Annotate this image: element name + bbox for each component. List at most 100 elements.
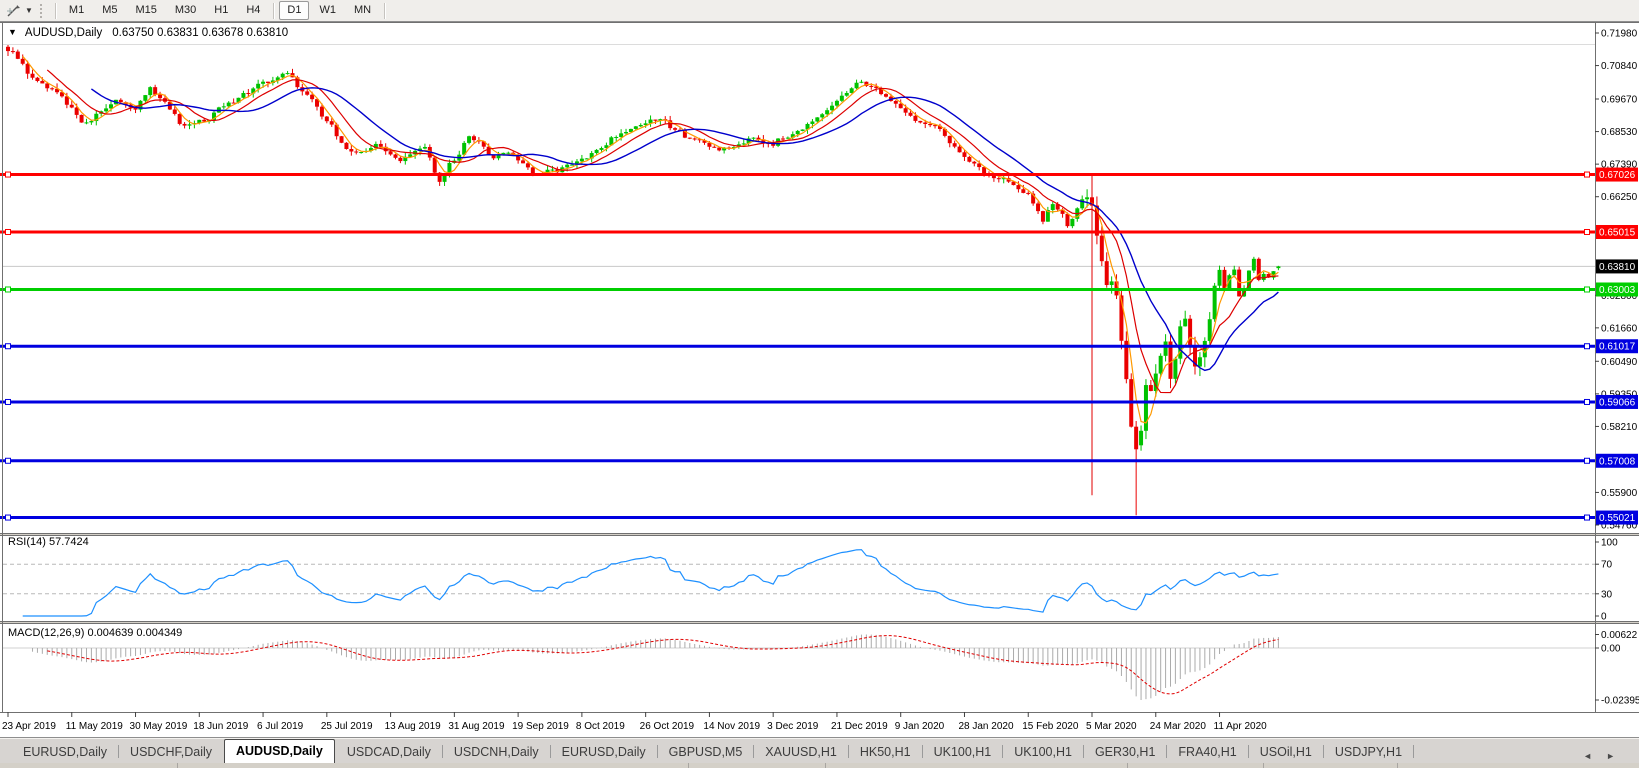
toolbar-grip (39, 3, 45, 18)
tab-separator (441, 745, 443, 758)
crosshair-cursor-icon[interactable] (4, 3, 24, 19)
tab-uk100-h1[interactable]: UK100,H1 (933, 745, 992, 759)
ma-mid-line (46, 69, 1279, 394)
chart-ohlc-values: 0.63750 0.63831 0.63678 0.63810 (112, 27, 289, 39)
tab-separator (847, 745, 849, 758)
svg-text:0.63810: 0.63810 (1599, 262, 1636, 273)
svg-text:26 Oct 2019: 26 Oct 2019 (640, 721, 695, 732)
svg-text:0.71980: 0.71980 (1601, 29, 1638, 40)
statusbar-divider (1397, 763, 1398, 768)
timeframe-button-h4[interactable]: H4 (246, 4, 261, 16)
chart-canvas[interactable]: 0.71980 0.70840 0.69670 0.68530 0.67390 0.662… (0, 22, 1639, 737)
tab-ger30-h1[interactable]: GER30,H1 (1094, 745, 1156, 759)
svg-text:3 Dec 2019: 3 Dec 2019 (767, 721, 819, 732)
chart-tab-bar: EURUSD,Daily USDCHF,Daily AUDUSD,Daily USDC… (0, 737, 1639, 763)
timeframe-button-m1[interactable]: M1 (68, 4, 85, 16)
svg-text:11 Apr 2020: 11 Apr 2020 (1214, 721, 1268, 732)
tab-usdjpy-h1[interactable]: USDJPY,H1 (1334, 745, 1403, 759)
tab-gbpusd-m5[interactable]: GBPUSD,M5 (668, 745, 743, 759)
tab-separator (1082, 745, 1084, 758)
tab-hk50-h1[interactable]: HK50,H1 (859, 745, 911, 759)
svg-text:15 Feb 2020: 15 Feb 2020 (1022, 721, 1079, 732)
svg-text:0.63003: 0.63003 (1599, 285, 1636, 296)
top-toolbar: ▼ M1 M5 M15 M30 H1 H4 D1 W1 MN (0, 0, 1639, 22)
svg-text:0.00: 0.00 (1601, 644, 1621, 655)
tab-usdcnh-daily[interactable]: USDCNH,Daily (453, 745, 539, 759)
timeframe-button-m5[interactable]: M5 (102, 4, 118, 16)
svg-text:0.55900: 0.55900 (1601, 488, 1638, 499)
tab-separator (118, 745, 120, 758)
horizontal-line-0.67026[interactable] (0, 171, 1595, 178)
tab-scroll-arrows: ◄► (1583, 751, 1629, 761)
svg-text:0.59350: 0.59350 (1601, 389, 1638, 400)
tab-scroll-left-icon[interactable]: ◄ (1583, 751, 1607, 761)
tab-separator (753, 745, 755, 758)
tab-usdcad-daily[interactable]: USDCAD,Daily (346, 745, 431, 759)
price-label-0.63003: 0.63003 (1596, 282, 1638, 297)
tab-scroll-right-icon[interactable]: ► (1606, 751, 1629, 761)
svg-text:0: 0 (1601, 612, 1607, 623)
tab-separator (656, 745, 658, 758)
tab-fra40-h1[interactable]: FRA40,H1 (1178, 745, 1237, 759)
svg-text:5 Mar 2020: 5 Mar 2020 (1086, 721, 1137, 732)
macd-histogram (3, 634, 1595, 700)
tool-dropdown-icon[interactable]: ▼ (25, 6, 33, 15)
horizontal-line-0.61017[interactable] (0, 343, 1595, 350)
svg-text:70: 70 (1601, 560, 1613, 571)
svg-text:25 Jul 2019: 25 Jul 2019 (321, 721, 373, 732)
timeframe-button-mn[interactable]: MN (353, 4, 372, 16)
macd-signal-line (47, 635, 1279, 695)
svg-text:28 Jan 2020: 28 Jan 2020 (958, 721, 1013, 732)
svg-text:0.54760: 0.54760 (1601, 520, 1638, 531)
tab-eurusd-daily[interactable]: EURUSD,Daily (561, 745, 646, 759)
tab-separator (1002, 745, 1004, 758)
price-label-0.67026: 0.67026 (1596, 167, 1638, 182)
chart-title: ▼ AUDUSD,Daily 0.63750 0.63831 0.63678 0.6… (8, 27, 288, 39)
horizontal-line-0.55021[interactable] (0, 514, 1595, 521)
svg-text:23 Apr 2019: 23 Apr 2019 (2, 721, 56, 732)
svg-text:14 Nov 2019: 14 Nov 2019 (703, 721, 760, 732)
tab-usoil-h1[interactable]: USOil,H1 (1259, 745, 1312, 759)
svg-text:19 Sep 2019: 19 Sep 2019 (512, 721, 569, 732)
statusbar-divider (1263, 763, 1264, 768)
horizontal-line-0.65015[interactable] (0, 228, 1595, 235)
tab-separator (1322, 745, 1324, 758)
tab-separator (921, 745, 923, 758)
tab-separator (549, 745, 551, 758)
svg-text:0.65015: 0.65015 (1599, 227, 1636, 238)
tab-eurusd-daily[interactable]: EURUSD,Daily (23, 745, 108, 759)
svg-text:0.59066: 0.59066 (1599, 397, 1636, 408)
chart-symbol-label: AUDUSD,Daily (24, 27, 103, 39)
timeframe-button-d1[interactable]: D1 (279, 1, 310, 20)
svg-text:0.68530: 0.68530 (1601, 127, 1638, 138)
horizontal-line-0.63003[interactable] (0, 286, 1595, 293)
tab-xauusd-h1[interactable]: XAUUSD,H1 (765, 745, 837, 759)
toolbar-separator (54, 2, 56, 19)
tab-uk100-h1[interactable]: UK100,H1 (1014, 745, 1072, 759)
timeframe-button-m30[interactable]: M30 (174, 4, 197, 16)
tab-usdchf-daily[interactable]: USDCHF,Daily (130, 745, 212, 759)
timeframe-button-w1[interactable]: W1 (319, 4, 336, 16)
statusbar-divider (825, 763, 826, 768)
status-bar (0, 763, 1639, 768)
price-label-0.55021: 0.55021 (1596, 510, 1638, 525)
timeframe-button-group: M1 M5 M15 M30 H1 H4 D1 W1 MN (51, 1, 389, 20)
horizontal-line-0.59066[interactable] (0, 398, 1595, 405)
tab-separator (1413, 745, 1415, 758)
price-label-0.57008: 0.57008 (1596, 453, 1638, 468)
rsi-line (22, 549, 1279, 617)
timeframe-button-h1[interactable]: H1 (214, 4, 229, 16)
svg-text:0.55021: 0.55021 (1599, 513, 1636, 524)
toolbar-separator (384, 2, 386, 19)
svg-text:0.67026: 0.67026 (1599, 170, 1636, 181)
tab-audusd-daily[interactable]: AUDUSD,Daily (224, 739, 335, 763)
svg-text:0.61660: 0.61660 (1601, 323, 1638, 334)
timeframe-button-m15[interactable]: M15 (135, 4, 157, 16)
horizontal-line-0.57008[interactable] (0, 457, 1595, 464)
statusbar-divider (688, 763, 689, 768)
svg-text:0.00622: 0.00622 (1601, 630, 1638, 641)
chart-title-dropdown-icon[interactable]: ▼ (8, 27, 17, 37)
tab-separator (1247, 745, 1249, 758)
ma-fast-line (22, 55, 1279, 424)
